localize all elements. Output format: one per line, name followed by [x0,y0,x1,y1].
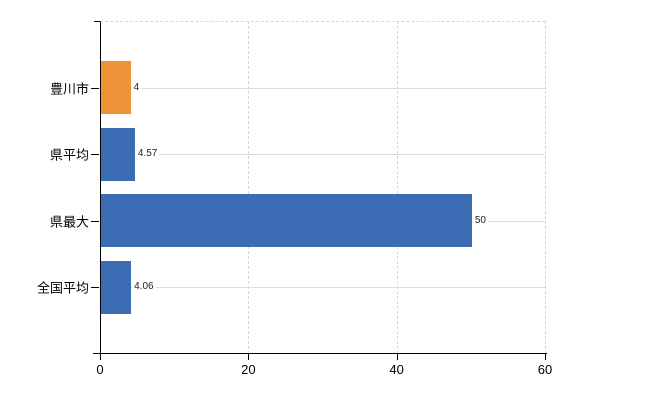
bar [101,127,135,181]
x-tick [396,354,398,360]
category-label: 県平均 [49,147,89,163]
value-label: 4.06 [132,281,156,294]
category-label: 全国平均 [36,280,89,296]
category-label: 豊川市 [49,81,89,97]
y-axis-end-tick [94,21,100,22]
gridline-h [100,287,545,289]
x-tick-label: 0 [96,362,104,377]
gridline-h [100,154,545,156]
gridline-v [396,21,398,354]
x-tick [545,354,546,360]
x-tick [100,354,101,360]
x-tick-label: 60 [537,362,553,377]
gridline-v [545,21,546,354]
y-tick [91,287,99,289]
bar [101,61,131,115]
category-label: 県最大 [49,214,89,230]
x-tick [248,354,250,360]
plot-area [100,21,545,354]
x-axis [93,353,547,354]
y-tick [91,220,99,222]
x-tick-label: 40 [389,362,404,377]
bar [101,260,131,314]
bar [101,194,472,248]
value-label: 50 [472,214,488,227]
y-tick [91,87,99,89]
x-tick-label: 20 [241,362,256,377]
value-label: 4.57 [135,148,160,161]
y-tick [91,154,99,156]
value-label: 4 [131,81,142,94]
gridline-v [248,21,250,354]
gridline-h [100,87,545,89]
